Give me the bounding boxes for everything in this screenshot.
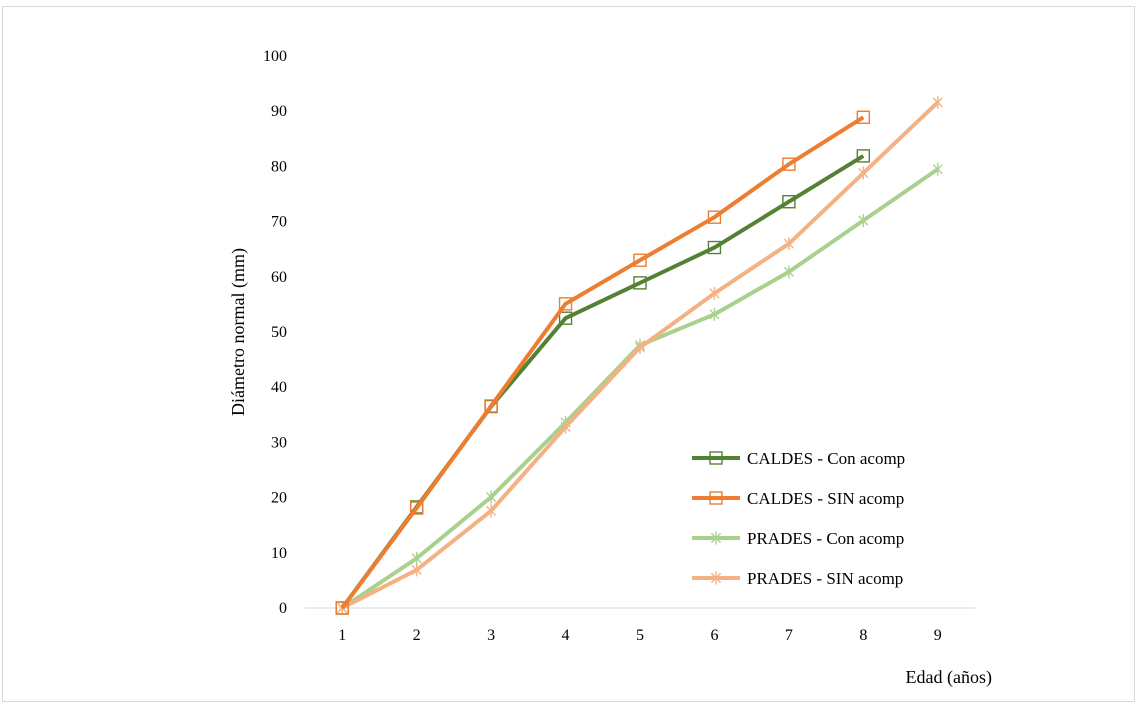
data-point [707, 240, 722, 255]
y-tick-label: 60 [271, 269, 287, 286]
legend-item: PRADES - Con acomp [692, 529, 904, 548]
x-tick-label: 3 [487, 627, 495, 644]
data-point [783, 265, 794, 279]
legend-marker [709, 451, 723, 465]
legend-item: CALDES - SIN acomp [692, 489, 904, 508]
data-point [634, 340, 646, 354]
x-tick-label: 7 [785, 627, 793, 644]
x-axis-ticks: 1 2 3 4 5 6 7 8 9 [338, 627, 942, 644]
y-axis-ticks: 0 10 20 30 40 50 60 70 80 90 100 [263, 48, 287, 617]
data-point [932, 95, 943, 109]
legend-label: CALDES - SIN acomp [747, 489, 904, 508]
x-tick-label: 8 [859, 627, 867, 644]
data-point [709, 286, 720, 300]
data-point [335, 601, 349, 615]
data-point [856, 110, 871, 124]
y-tick-label: 40 [271, 379, 287, 396]
data-point [411, 551, 422, 565]
data-point [633, 253, 647, 267]
data-point [558, 297, 573, 311]
y-tick-label: 50 [271, 324, 287, 341]
chart-frame [2, 6, 1135, 702]
x-tick-label: 6 [710, 627, 718, 644]
data-point [633, 276, 647, 290]
y-tick-label: 100 [263, 48, 287, 65]
data-point [411, 563, 422, 577]
data-point [486, 490, 497, 504]
data-point [707, 210, 722, 224]
series [335, 110, 871, 615]
y-tick-label: 90 [271, 103, 287, 120]
data-point [858, 166, 869, 180]
series-layer [335, 95, 943, 615]
y-axis-title: Diámetro normal (mm) [228, 248, 249, 416]
legend-label: PRADES - Con acomp [747, 529, 904, 548]
x-axis-title: Edad (años) [906, 667, 992, 688]
data-point [484, 399, 498, 413]
y-tick-label: 0 [279, 600, 287, 617]
x-tick-label: 2 [413, 627, 421, 644]
x-tick-label: 9 [934, 627, 942, 644]
x-tick-label: 1 [338, 627, 346, 644]
y-tick-label: 80 [271, 158, 287, 175]
data-point [932, 162, 943, 176]
y-tick-label: 30 [271, 434, 287, 451]
data-point [856, 149, 871, 163]
legend-item: PRADES - SIN acomp [692, 569, 903, 588]
series-line [340, 115, 865, 610]
data-point [409, 501, 424, 515]
data-point [782, 157, 796, 171]
x-tick-label: 5 [636, 627, 644, 644]
legend-label: CALDES - Con acomp [747, 449, 905, 468]
y-tick-label: 20 [271, 490, 287, 507]
legend-item: CALDES - Con acomp [692, 449, 905, 468]
legend-label: PRADES - SIN acomp [747, 569, 903, 588]
y-tick-label: 70 [271, 214, 287, 231]
x-tick-label: 4 [562, 627, 570, 644]
legend-marker [710, 571, 722, 585]
legend: CALDES - Con acomp CALDES - SIN acomp PRAD… [692, 449, 905, 588]
data-point [858, 213, 869, 227]
data-point [560, 420, 571, 434]
data-point [783, 237, 794, 251]
series [337, 95, 943, 615]
data-point [709, 307, 720, 321]
legend-marker [709, 491, 723, 505]
legend-marker [710, 531, 722, 545]
data-point [486, 504, 497, 518]
y-tick-label: 10 [271, 545, 287, 562]
data-point [558, 311, 573, 325]
data-point [782, 195, 796, 209]
